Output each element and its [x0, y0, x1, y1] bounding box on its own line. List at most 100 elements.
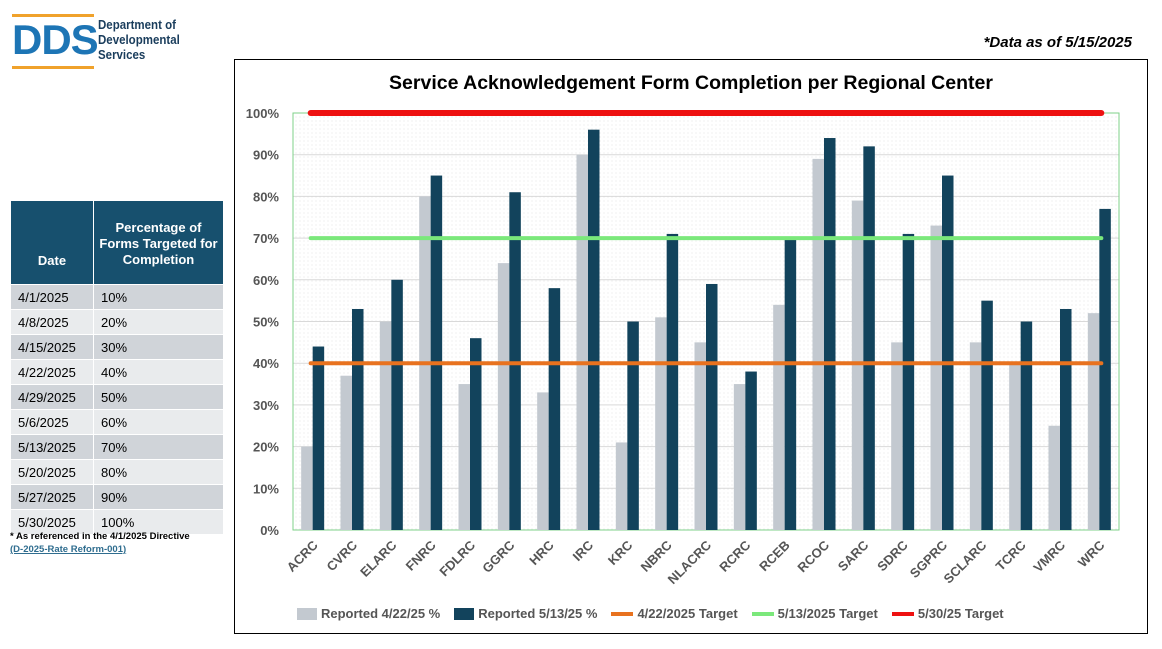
row-date: 4/1/2025	[10, 284, 94, 310]
dds-logo: DDS Department of Developmental Services	[12, 14, 192, 72]
legend-label-target-513: 5/13/2025 Target	[777, 606, 878, 621]
bar-reported-422	[773, 304, 785, 530]
row-date: 5/20/2025	[10, 459, 94, 485]
y-tick-label: 80%	[253, 189, 279, 204]
footnote: * As referenced in the 4/1/2025 Directiv…	[10, 530, 190, 556]
x-tick-label: TCRC	[993, 537, 1030, 574]
row-date: 5/13/2025	[10, 434, 94, 460]
bar-reported-513	[666, 233, 679, 530]
header-date: Date	[10, 200, 94, 285]
directive-link[interactable]: (D-2025-Rate Reform-001)	[10, 544, 127, 555]
x-tick-label: FNRC	[403, 537, 440, 574]
logo-top-bar	[12, 14, 94, 17]
row-percentage: 70%	[93, 434, 224, 460]
legend-swatch-reported-422	[297, 607, 317, 620]
table-row: 4/29/2025 50%	[10, 384, 224, 410]
legend-item-target-513: 5/13/2025 Target	[751, 606, 878, 621]
bar-reported-422	[851, 200, 864, 530]
y-tick-label: 100%	[246, 106, 280, 121]
logo-line-1: Department of	[98, 18, 176, 32]
legend-label-reported-422: Reported 4/22/25 %	[321, 606, 441, 621]
bar-reported-513	[981, 300, 993, 530]
table-header-row: Date Percentage of Forms Targeted for Co…	[10, 200, 224, 285]
bar-reported-513	[1020, 321, 1033, 530]
y-tick-label: 30%	[253, 398, 279, 413]
table-row: 5/13/2025 70%	[10, 434, 224, 460]
chart-legend: Reported 4/22/25 % Reported 5/13/25 % 4/…	[297, 606, 1004, 621]
target-schedule-table: Date Percentage of Forms Targeted for Co…	[10, 200, 224, 535]
x-tick-label: NBRC	[638, 537, 676, 575]
x-tick-label: ELARC	[357, 537, 400, 580]
bar-reported-422	[576, 154, 588, 530]
table-row: 5/30/2025 100%	[10, 509, 224, 535]
legend-label-target-530: 5/30/25 Target	[917, 606, 1004, 621]
row-percentage: 20%	[93, 309, 224, 335]
legend-swatch-target-422	[611, 611, 634, 616]
bar-reported-422	[537, 392, 549, 530]
legend-item-target-422: 4/22/2025 Target	[611, 606, 738, 621]
bar-reported-513	[391, 279, 403, 530]
x-tick-label: FDLRC	[436, 537, 478, 579]
row-percentage: 40%	[93, 359, 224, 385]
row-date: 4/15/2025	[10, 334, 94, 360]
logo-mark: DDS	[12, 16, 99, 63]
y-tick-label: 70%	[253, 231, 279, 246]
footnote-text: * As referenced in the 4/1/2025 Directiv…	[10, 531, 190, 542]
bar-reported-422	[497, 263, 510, 530]
y-tick-label: 90%	[253, 148, 279, 163]
logo-line-2: Developmental	[98, 33, 180, 47]
chart-title: Service Acknowledgement Form Completion …	[389, 72, 993, 94]
bar-reported-513	[745, 371, 757, 530]
x-tick-label: GGRC	[479, 537, 518, 576]
x-tick-label: RCRC	[716, 537, 754, 575]
bar-reported-422	[1009, 363, 1021, 530]
bar-reported-513	[588, 129, 600, 530]
y-tick-label: 40%	[253, 356, 279, 371]
table-row: 5/6/2025 60%	[10, 409, 224, 435]
bar-reported-513	[312, 346, 325, 530]
x-tick-label: NLACRC	[665, 537, 715, 587]
table-row: 5/27/2025 90%	[10, 484, 224, 510]
row-date: 4/29/2025	[10, 384, 94, 410]
legend-swatch-target-513	[751, 611, 774, 616]
y-tick-label: 50%	[253, 315, 279, 330]
bar-reported-513	[627, 321, 639, 530]
bar-reported-422	[969, 342, 982, 530]
bar-reported-422	[655, 317, 667, 530]
bar-reported-513	[706, 283, 718, 530]
row-percentage: 50%	[93, 384, 224, 410]
bar-reported-513	[430, 175, 443, 531]
y-tick-label: 20%	[253, 440, 279, 455]
row-percentage: 90%	[93, 484, 224, 510]
row-percentage: 60%	[93, 409, 224, 435]
x-tick-label: ACRC	[284, 537, 322, 575]
row-percentage: 30%	[93, 334, 224, 360]
legend-item-reported-513: Reported 5/13/25 %	[454, 606, 597, 621]
x-tick-label: RCEB	[756, 538, 793, 575]
logo-bottom-bar	[12, 66, 94, 69]
y-tick-label: 0%	[260, 523, 279, 538]
bar-reported-422	[458, 384, 470, 530]
row-date: 5/27/2025	[10, 484, 94, 510]
y-tick-label: 60%	[253, 273, 279, 288]
x-tick-label: SARC	[835, 537, 872, 574]
row-percentage: 100%	[93, 509, 224, 535]
completion-bar-chart: 0% 10% 20% 30% 40% 50% 60% 70% 80% 90% 100% ACRC CVR…	[246, 106, 1120, 587]
header-percentage: Percentage of Forms Targeted for Complet…	[93, 200, 224, 285]
bar-reported-513	[548, 288, 561, 530]
bar-reported-513	[902, 233, 915, 530]
x-tick-label: RCOC	[794, 537, 832, 575]
bar-reported-513	[784, 238, 797, 530]
legend-label-reported-513: Reported 5/13/25 %	[478, 606, 598, 621]
bar-reported-422	[1048, 425, 1060, 530]
x-tick-label: IRC	[570, 537, 597, 564]
legend-swatch-target-530	[891, 611, 914, 616]
bar-reported-422	[1087, 313, 1100, 530]
bar-reported-422	[891, 342, 903, 530]
row-date: 5/30/2025	[10, 509, 94, 535]
table-row: 4/8/2025 20%	[10, 309, 224, 335]
x-tick-label: HRC	[526, 537, 557, 568]
bar-reported-513	[942, 175, 954, 531]
logo-line-3: Services	[98, 48, 146, 62]
logo-text: Department of Developmental Services	[98, 18, 180, 63]
